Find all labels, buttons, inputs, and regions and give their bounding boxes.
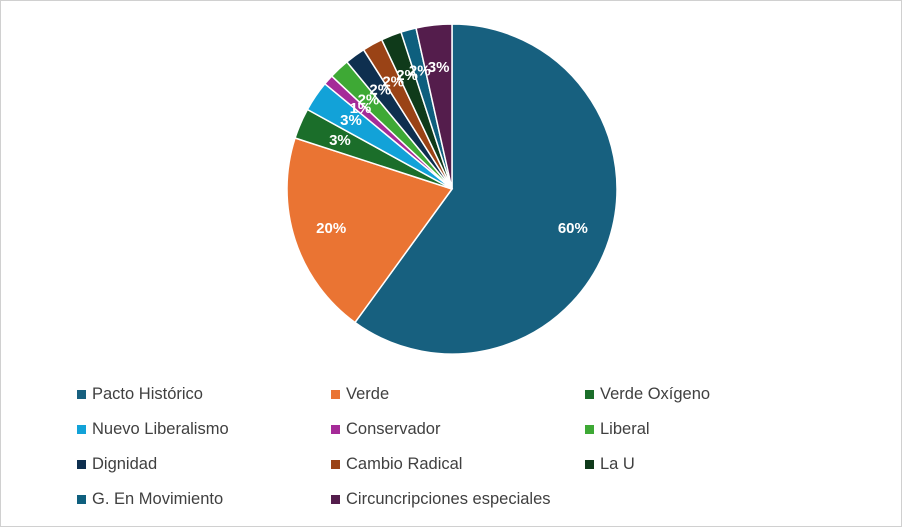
legend-swatch	[331, 424, 340, 434]
legend-label: Cambio Radical	[346, 454, 463, 473]
legend-label: Circuncripciones especiales	[346, 489, 551, 508]
legend-item-conservador: Conservador	[331, 418, 440, 440]
legend-label: Verde	[346, 384, 390, 403]
legend-item-nuevo-liberalismo: Nuevo Liberalismo	[77, 418, 229, 440]
data-label-g-en-movimiento: 2%	[409, 63, 431, 80]
data-label-la-u: 2%	[396, 67, 418, 84]
legend-swatch	[585, 389, 594, 399]
legend-item-cambio-radical: Cambio Radical	[331, 453, 462, 475]
legend-item-verde: Verde	[331, 383, 389, 405]
legend-label: Conservador	[346, 419, 441, 438]
legend-label: Verde Oxígeno	[600, 384, 711, 403]
legend-label: Dignidad	[92, 454, 158, 473]
legend-item-circuncripciones-especiales: Circuncripciones especiales	[331, 488, 551, 510]
pie-slice-pacto-historico	[353, 23, 618, 355]
legend-label: Liberal	[600, 419, 650, 438]
legend-swatch	[331, 494, 340, 504]
pie-slices	[286, 23, 618, 355]
data-label-nuevo-liberalismo: 3%	[340, 112, 362, 129]
pie-slice-verde	[286, 137, 454, 324]
legend-swatch	[331, 389, 340, 399]
legend-swatch	[77, 389, 86, 399]
legend-swatch	[585, 424, 594, 434]
legend-item-pacto-historico: Pacto Histórico	[77, 383, 203, 405]
pie-data-labels: 60%20%3%3%1%2%2%2%2%2%3%	[316, 59, 588, 237]
legend-swatch	[331, 459, 340, 469]
legend-label: La U	[600, 454, 635, 473]
legend-item-verde-oxigeno: Verde Oxígeno	[585, 383, 710, 405]
data-label-cambio-radical: 2%	[382, 74, 404, 91]
data-label-verde-oxigeno: 3%	[329, 132, 351, 149]
legend-label: Nuevo Liberalismo	[92, 419, 229, 438]
pie-slice-circuncripciones-especiales	[415, 23, 453, 190]
legend-item-la-u: La U	[585, 453, 635, 475]
data-label-pacto-historico: 60%	[558, 220, 588, 237]
data-label-liberal: 2%	[358, 91, 380, 108]
data-label-circuncripciones-especiales: 3%	[428, 59, 450, 76]
data-label-verde: 20%	[316, 220, 346, 237]
legend-item-dignidad: Dignidad	[77, 453, 157, 475]
legend-item-g-en-movimiento: G. En Movimiento	[77, 488, 223, 510]
legend-swatch	[585, 459, 594, 469]
legend-swatch	[77, 424, 86, 434]
legend-label: Pacto Histórico	[92, 384, 203, 403]
data-label-dignidad: 2%	[369, 82, 391, 99]
data-label-conservador: 1%	[350, 100, 372, 117]
legend-item-liberal: Liberal	[585, 418, 650, 440]
legend-label: G. En Movimiento	[92, 489, 224, 508]
legend-swatch	[77, 459, 86, 469]
legend-swatch	[77, 494, 86, 504]
legend: Pacto Histórico Verde Verde Oxígeno Nuevo L…	[69, 377, 835, 515]
